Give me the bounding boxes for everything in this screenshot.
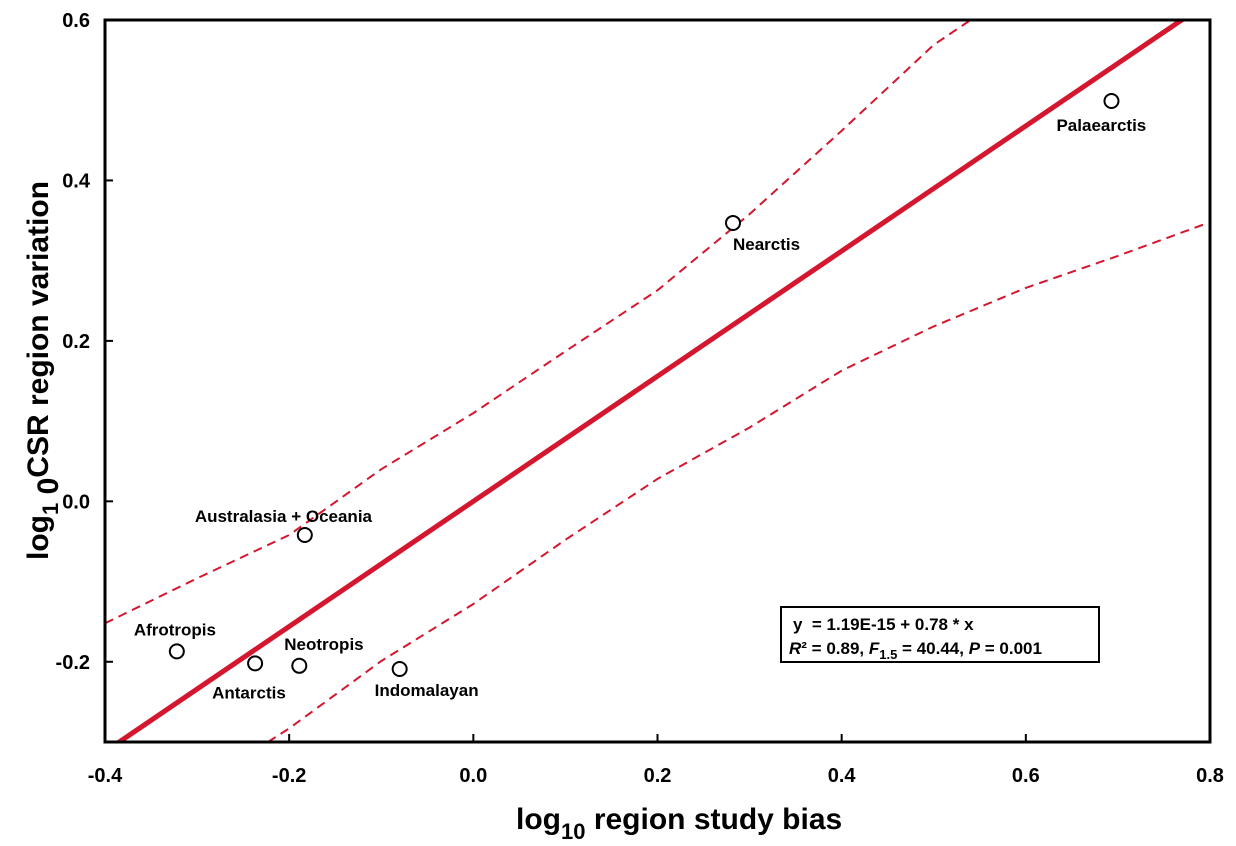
eq-f-value: = 40.44, <box>897 639 968 658</box>
equation-box-border <box>780 606 1100 663</box>
regression-layer <box>105 20 1210 742</box>
equation-box: y = 1.19E-15 + 0.78 * x R² = 0.89, F1.5 … <box>780 606 1100 663</box>
data-point-label: Antarctis <box>212 683 286 702</box>
data-point-label: Neotropis <box>284 635 363 654</box>
y-axis-title-mid: 0 <box>32 478 65 503</box>
confidence-band-lower <box>267 221 1210 742</box>
y-tick-label: 0.0 <box>62 491 90 513</box>
x-axis-title-sub: 10 <box>561 819 585 844</box>
data-point-label: Nearctis <box>733 235 800 254</box>
x-tick-label: 0.0 <box>459 765 487 787</box>
data-point <box>1103 93 1120 110</box>
equation-line-2: R² = 0.89, F1.5 = 40.44, P = 0.001 <box>789 639 1042 662</box>
axis-ticks: -0.4 -0.2 0.0 0.2 0.4 0.6 0.8 -0.2 0.0 0.2 0.4 0.6 <box>56 10 1224 787</box>
x-tick-label: 0.8 <box>1196 765 1224 787</box>
eq-r-value: ² = 0.89, <box>801 639 869 658</box>
x-tick-label: 0.2 <box>644 765 672 787</box>
x-tick-label: -0.2 <box>272 765 306 787</box>
confidence-band-upper <box>105 20 972 625</box>
eq-f-subscript: 1.5 <box>879 647 897 662</box>
data-point <box>391 660 408 677</box>
data-points: Palaearctis Nearctis Australasia + Oceania… <box>134 93 1146 702</box>
data-point <box>291 657 308 674</box>
y-axis-title: log1 0CSR region variation <box>22 181 65 560</box>
eq-r-symbol: R <box>789 639 802 658</box>
data-point-label: Palaearctis <box>1056 116 1146 135</box>
x-axis-title-main: log <box>516 803 561 836</box>
y-axis-title-main: log <box>22 515 55 560</box>
x-tick-label: 0.4 <box>828 765 857 787</box>
eq-p-symbol: P <box>969 639 981 658</box>
y-tick-label: 0.4 <box>62 170 91 192</box>
data-point <box>296 527 313 544</box>
data-point-label: Afrotropis <box>134 620 216 639</box>
x-tick-label: 0.6 <box>1012 765 1040 787</box>
equation-line-1: y = 1.19E-15 + 0.78 * x <box>793 615 974 634</box>
x-tick-label: -0.4 <box>88 765 123 787</box>
data-point-label: Indomalayan <box>375 681 479 700</box>
y-axis-title-rest: CSR region variation <box>22 181 55 478</box>
x-axis-title-rest: region study bias <box>585 803 842 836</box>
regression-line <box>114 20 1187 742</box>
data-point-label: Australasia + Oceania <box>195 507 373 526</box>
y-tick-label: 0.2 <box>62 331 90 353</box>
data-point <box>168 643 185 660</box>
x-axis-title: log10 region study bias <box>516 803 842 844</box>
data-point <box>725 214 742 231</box>
y-tick-label: -0.2 <box>56 652 90 674</box>
y-axis-title-sub: 1 <box>38 503 63 515</box>
eq-p-value: = 0.001 <box>980 639 1042 658</box>
y-tick-label: 0.6 <box>62 10 90 32</box>
data-point <box>247 655 264 672</box>
eq-f-symbol: F <box>869 639 880 658</box>
